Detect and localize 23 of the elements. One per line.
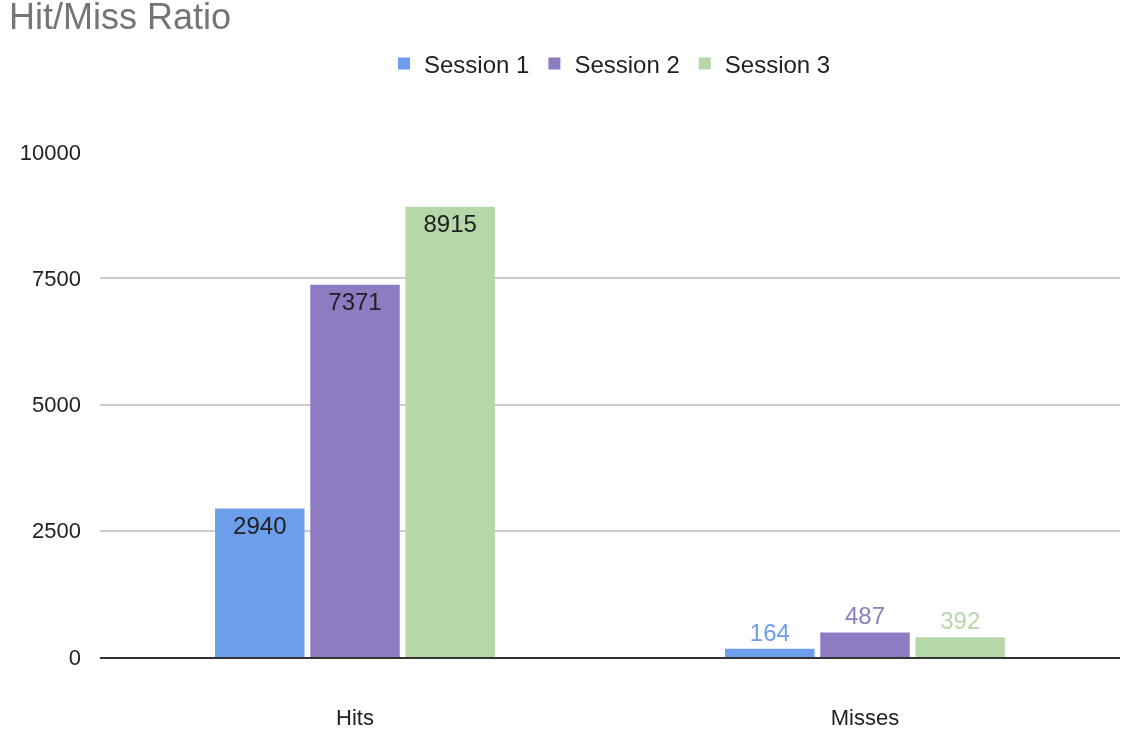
bar <box>820 632 910 657</box>
chart-title: Hit/Miss Ratio <box>9 0 232 37</box>
data-label: 487 <box>844 602 886 630</box>
bar <box>725 648 815 657</box>
legend-label: Session 3 <box>724 50 831 78</box>
bar <box>215 508 305 657</box>
data-label: 7371 <box>328 287 382 315</box>
y-tick-label: 0 <box>68 644 81 670</box>
bar <box>405 206 495 657</box>
data-label: 164 <box>749 618 790 646</box>
x-tick-label: Misses <box>830 705 900 731</box>
bar <box>310 284 400 657</box>
y-tick-label: 5000 <box>32 392 81 418</box>
x-tick-label: Hits <box>336 705 374 731</box>
bar <box>915 637 1005 657</box>
y-tick-label: 7500 <box>32 265 81 291</box>
data-label: 2940 <box>233 511 287 539</box>
data-label: 8915 <box>423 209 477 237</box>
y-tick-label: 10000 <box>19 139 81 165</box>
legend-label: Session 1 <box>424 50 530 78</box>
legend-label: Session 2 <box>574 50 680 78</box>
data-label: 392 <box>940 607 981 635</box>
y-tick-label: 2500 <box>32 518 81 544</box>
